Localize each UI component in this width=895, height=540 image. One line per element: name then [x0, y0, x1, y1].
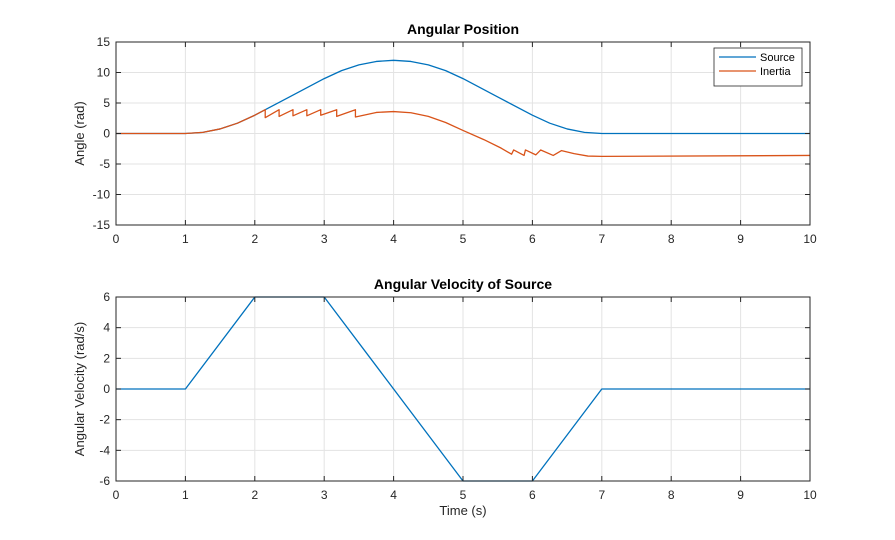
- velocity-series: [116, 296, 810, 482]
- position-y-tick-label: -10: [93, 188, 111, 202]
- position-legend-box: [713, 47, 803, 87]
- velocity-y-tick-label: 4: [103, 321, 110, 335]
- velocity-chart-title: Angular Velocity of Source: [374, 276, 552, 292]
- position-axes: 0 1 2 3 4 5 6 7 8 9 10 -15 -10 -5 0 5 10 15 Angular Posit…: [72, 21, 817, 246]
- position-legend-label-source: Source: [760, 52, 795, 64]
- position-y-tick-label: -15: [93, 218, 111, 232]
- position-legend-label-inertia: Inertia: [760, 66, 791, 78]
- position-y-tick-label: 0: [103, 127, 110, 141]
- position-series-line-inertia: [116, 109, 811, 158]
- velocity-x-tick-label: 3: [321, 488, 328, 502]
- position-y-axis-label: Angle (rad): [72, 101, 87, 165]
- position-series: [116, 59, 811, 158]
- velocity-y-tick-label: 0: [103, 382, 110, 396]
- velocity-x-tick-label: 9: [737, 488, 744, 502]
- position-x-tick-label: 7: [598, 232, 605, 246]
- position-legend: Source Inertia: [713, 47, 803, 87]
- position-y-tick-label: 5: [103, 96, 110, 110]
- velocity-x-tick-label: 8: [668, 488, 675, 502]
- position-x-tick-label: 10: [803, 232, 817, 246]
- velocity-axes: 0 1 2 3 4 5 6 7 8 9 10 -6 -4 -2 0 2 4 6 Angular Velocity …: [72, 276, 817, 518]
- velocity-x-tick-label: 4: [390, 488, 397, 502]
- velocity-x-tick-label: 2: [251, 488, 258, 502]
- velocity-series-line-source: [116, 296, 810, 482]
- velocity-x-tick-label: 0: [113, 488, 120, 502]
- velocity-y-axis-label: Angular Velocity (rad/s): [72, 322, 87, 456]
- position-x-tick-label: 1: [182, 232, 189, 246]
- velocity-ticks: 0 1 2 3 4 5 6 7 8 9 10 -6 -4 -2 0 2 4 6: [99, 290, 817, 502]
- position-x-tick-label: 0: [113, 232, 120, 246]
- velocity-y-tick-label: 2: [103, 351, 110, 365]
- position-x-tick-label: 8: [668, 232, 675, 246]
- position-x-tick-label: 4: [390, 232, 397, 246]
- position-chart-title: Angular Position: [407, 21, 519, 37]
- velocity-y-tick-label: 6: [103, 290, 110, 304]
- position-y-tick-label: -5: [99, 157, 110, 171]
- velocity-x-tick-label: 1: [182, 488, 189, 502]
- velocity-x-tick-label: 10: [803, 488, 817, 502]
- position-x-tick-label: 2: [251, 232, 258, 246]
- position-x-tick-label: 5: [460, 232, 467, 246]
- velocity-y-tick-label: -4: [99, 443, 110, 457]
- position-x-tick-label: 3: [321, 232, 328, 246]
- velocity-x-tick-label: 6: [529, 488, 536, 502]
- position-ticks: 0 1 2 3 4 5 6 7 8 9 10 -15 -10 -5 0 5 10 15: [93, 35, 817, 246]
- velocity-y-tick-label: -6: [99, 474, 110, 488]
- position-y-tick-label: 15: [97, 35, 111, 49]
- position-x-tick-label: 6: [529, 232, 536, 246]
- velocity-x-tick-label: 5: [460, 488, 467, 502]
- velocity-y-tick-label: -2: [99, 413, 110, 427]
- velocity-x-axis-label: Time (s): [439, 503, 486, 518]
- velocity-x-tick-label: 7: [598, 488, 605, 502]
- position-y-tick-label: 10: [97, 66, 111, 80]
- position-x-tick-label: 9: [737, 232, 744, 246]
